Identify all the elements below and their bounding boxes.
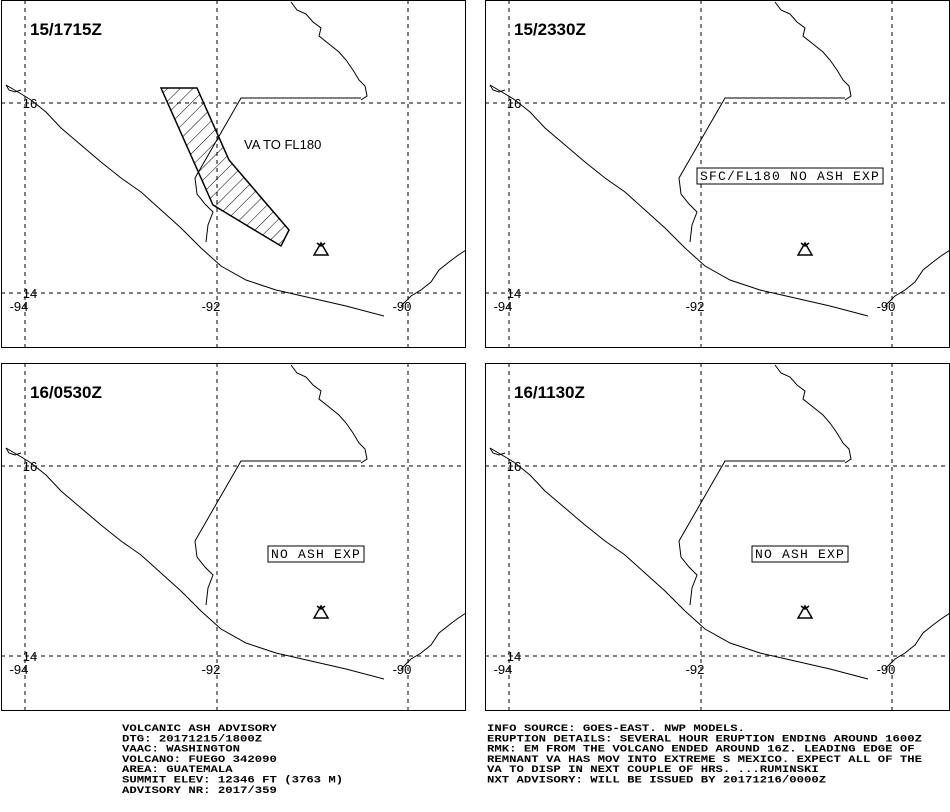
- longitude-label: -90: [877, 662, 896, 677]
- valid-time: 15/2330Z: [514, 20, 586, 39]
- advisory-line: NXT ADVISORY: WILL BE ISSUED BY 20171216…: [487, 775, 826, 786]
- latitude-label: 14: [23, 286, 37, 301]
- coastline: [489, 447, 869, 680]
- advisory-line: VOLCANO: FUEGO 342090: [122, 755, 277, 766]
- coastline: [5, 1, 368, 101]
- advisory-line: VAAC: WASHINGTON: [122, 745, 240, 756]
- longitude-label: -94: [494, 662, 513, 677]
- advisory-line: ERUPTION DETAILS: SEVERAL HOUR ERUPTION …: [487, 734, 922, 745]
- latitude-label: 16: [507, 459, 521, 474]
- coastline: [884, 612, 950, 670]
- valid-time: 15/1715Z: [30, 20, 102, 39]
- coastline: [400, 249, 467, 307]
- advisory-text: ERUPTION DETAILS: SEVERAL HOUR ERUPTION …: [487, 734, 922, 745]
- latitude-label: 16: [507, 96, 521, 111]
- coastline: [489, 364, 852, 464]
- latitude-label: 14: [507, 649, 521, 664]
- longitude-label: -92: [686, 299, 705, 314]
- advisory-line: RMK: EM FROM THE VOLCANO ENDED AROUND 16…: [487, 745, 915, 756]
- latitude-label: 16: [23, 459, 37, 474]
- longitude-label: -94: [10, 662, 29, 677]
- advisory-line: REMNANT VA HAS MOV INTO EXTREME S MEXICO…: [487, 755, 922, 766]
- coastline: [5, 84, 385, 317]
- longitude-label: -92: [202, 299, 221, 314]
- latitude-label: 14: [23, 649, 37, 664]
- coastline: [678, 97, 845, 243]
- advisory-line: SUMMIT ELEV: 12346 FT (3763 M): [122, 775, 343, 786]
- advisory-line: VA TO DISP IN NEXT COUPLE OF HRS. ...RUM…: [487, 765, 819, 776]
- annotation-box: [267, 545, 365, 563]
- coastline: [194, 460, 361, 606]
- advisory-text: INFO SOURCE: GOES-EAST. NWP MODELS.: [487, 724, 745, 735]
- annotation: NO ASH EXP: [755, 547, 845, 562]
- longitude-label: -92: [202, 662, 221, 677]
- advisory-text: RMK: EM FROM THE VOLCANO ENDED AROUND 16…: [487, 745, 915, 756]
- advisory-text: DTG: 20171215/1800Z: [122, 734, 262, 745]
- advisory-text: VOLCANO: FUEGO 342090: [122, 755, 277, 766]
- coastline: [194, 97, 361, 243]
- annotation: SFC/FL180 NO ASH EXP: [700, 169, 880, 184]
- advisory-line: ADVISORY NR: 2017/359: [122, 786, 277, 797]
- advisory-line: INFO SOURCE: GOES-EAST. NWP MODELS.: [487, 724, 745, 735]
- annotation: NO ASH EXP: [271, 547, 361, 562]
- longitude-label: -94: [494, 299, 513, 314]
- ash-area: [159, 87, 290, 248]
- panel-frame: [485, 363, 950, 711]
- coastline: [678, 460, 845, 606]
- map-panel: -94 -92 -90 16 14 16/1130Z NO ASH EXP: [485, 363, 950, 711]
- coastline: [489, 1, 852, 101]
- annotation: VA TO FL180: [244, 137, 321, 152]
- advisory-text: ADVISORY NR: 2017/359: [122, 786, 277, 797]
- map-panel: -94 -92 -90 16 14 16/0530Z NO ASH EXP: [1, 363, 467, 711]
- advisory-text: VA TO DISP IN NEXT COUPLE OF HRS. ...RUM…: [487, 765, 819, 776]
- map-panel: -94 -92 -90 16 14 15/2330Z SFC/FL180 NO ASH EX…: [485, 0, 950, 348]
- advisory-text: REMNANT VA HAS MOV INTO EXTREME S MEXICO…: [487, 755, 922, 766]
- longitude-label: -90: [877, 299, 896, 314]
- annotation-box: [696, 167, 884, 185]
- advisory-text: VOLCANIC ASH ADVISORY: [122, 724, 277, 735]
- volcano-icon: [796, 604, 814, 619]
- coastline: [5, 364, 368, 464]
- annotation-box: [751, 545, 849, 563]
- valid-time: 16/1130Z: [514, 383, 585, 402]
- coastline: [400, 612, 467, 670]
- latitude-label: 16: [23, 96, 37, 111]
- longitude-label: -92: [686, 662, 705, 677]
- longitude-label: -94: [10, 299, 29, 314]
- valid-time: 16/0530Z: [30, 383, 102, 402]
- advisory-line: VOLCANIC ASH ADVISORY: [122, 724, 277, 735]
- longitude-label: -90: [393, 299, 412, 314]
- advisory-text: SUMMIT ELEV: 12346 FT (3763 M): [122, 775, 343, 786]
- coastline: [884, 249, 950, 307]
- volcano-icon: [312, 241, 330, 256]
- volcano-icon: [796, 241, 814, 256]
- advisory-text: VAAC: WASHINGTON: [122, 745, 240, 756]
- longitude-label: -90: [393, 662, 412, 677]
- volcano-icon: [312, 604, 330, 619]
- advisory-line: DTG: 20171215/1800Z: [122, 734, 262, 745]
- latitude-label: 14: [507, 286, 521, 301]
- map-panel: -94 -92 -90 16 14 15/1715Z VA TO FL180: [1, 0, 467, 348]
- coastline: [489, 84, 869, 317]
- advisory-text: AREA: GUATEMALA: [122, 765, 233, 776]
- panel-frame: [1, 363, 466, 711]
- advisory-line: AREA: GUATEMALA: [122, 765, 233, 776]
- advisory-text: NXT ADVISORY: WILL BE ISSUED BY 20171216…: [487, 775, 826, 786]
- coastline: [5, 447, 385, 680]
